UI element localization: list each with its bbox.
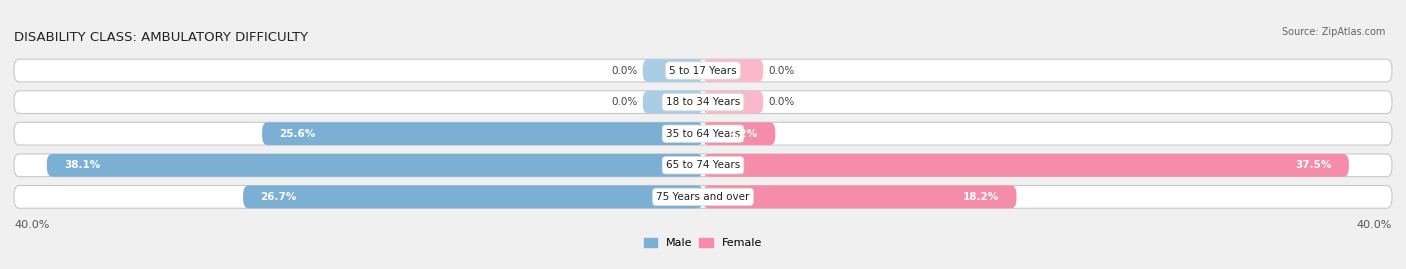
Text: 75 Years and over: 75 Years and over <box>657 192 749 202</box>
FancyBboxPatch shape <box>703 154 1348 177</box>
Text: 40.0%: 40.0% <box>14 220 49 230</box>
Text: 40.0%: 40.0% <box>1357 220 1392 230</box>
Text: 35 to 64 Years: 35 to 64 Years <box>666 129 740 139</box>
Text: 0.0%: 0.0% <box>612 97 637 107</box>
FancyBboxPatch shape <box>14 59 1392 82</box>
FancyBboxPatch shape <box>14 122 1392 145</box>
FancyBboxPatch shape <box>262 122 703 145</box>
Text: 0.0%: 0.0% <box>769 97 794 107</box>
Text: 0.0%: 0.0% <box>769 66 794 76</box>
Text: 38.1%: 38.1% <box>65 160 100 170</box>
FancyBboxPatch shape <box>14 186 1392 208</box>
Text: DISABILITY CLASS: AMBULATORY DIFFICULTY: DISABILITY CLASS: AMBULATORY DIFFICULTY <box>14 31 308 44</box>
Text: Source: ZipAtlas.com: Source: ZipAtlas.com <box>1281 27 1385 37</box>
Text: 65 to 74 Years: 65 to 74 Years <box>666 160 740 170</box>
FancyBboxPatch shape <box>703 59 763 82</box>
FancyBboxPatch shape <box>703 186 1017 208</box>
Legend: Male, Female: Male, Female <box>640 233 766 253</box>
FancyBboxPatch shape <box>243 186 703 208</box>
FancyBboxPatch shape <box>14 154 1392 177</box>
FancyBboxPatch shape <box>643 91 703 114</box>
Text: 18 to 34 Years: 18 to 34 Years <box>666 97 740 107</box>
Text: 0.0%: 0.0% <box>612 66 637 76</box>
Text: 5 to 17 Years: 5 to 17 Years <box>669 66 737 76</box>
Text: 26.7%: 26.7% <box>260 192 297 202</box>
FancyBboxPatch shape <box>703 122 775 145</box>
FancyBboxPatch shape <box>14 91 1392 114</box>
Text: 4.2%: 4.2% <box>728 129 758 139</box>
FancyBboxPatch shape <box>46 154 703 177</box>
Text: 37.5%: 37.5% <box>1295 160 1331 170</box>
Text: 18.2%: 18.2% <box>963 192 1000 202</box>
Text: 25.6%: 25.6% <box>280 129 315 139</box>
FancyBboxPatch shape <box>703 91 763 114</box>
FancyBboxPatch shape <box>643 59 703 82</box>
